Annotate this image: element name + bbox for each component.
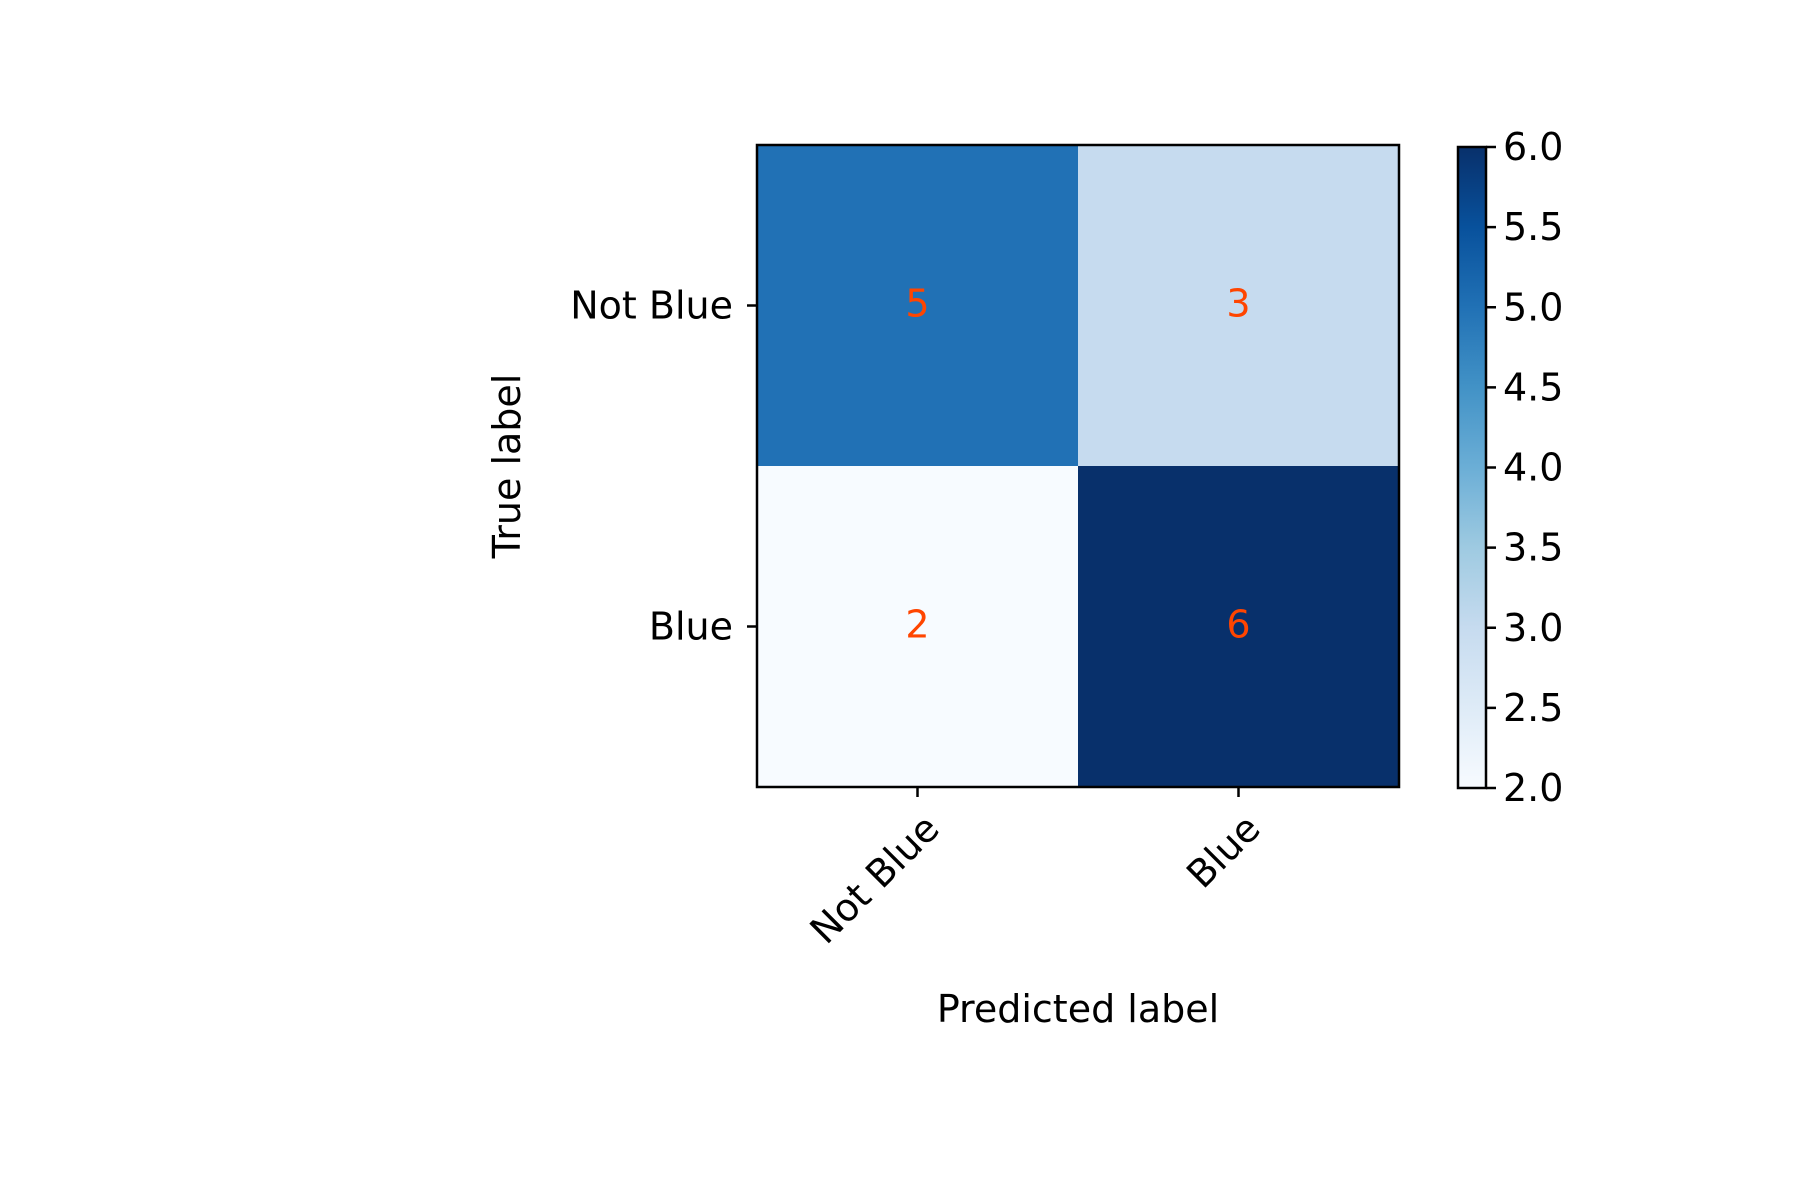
x-tick-label: Not Blue	[801, 806, 947, 952]
colorbar-tick-label: 2.5	[1503, 686, 1563, 730]
x-axis-ticks: Not Blue Blue	[801, 787, 1269, 952]
y-axis-title: True label	[485, 374, 529, 560]
y-tick-label: Not Blue	[570, 284, 733, 328]
x-tick-label: Blue	[1178, 806, 1269, 897]
colorbar-tick-label: 3.5	[1503, 526, 1563, 570]
colorbar-tick-label: 6.0	[1503, 125, 1563, 169]
cell-value-label: 3	[1226, 282, 1250, 326]
colorbar-tick-label: 2.0	[1503, 766, 1563, 810]
heatmap-cells	[757, 145, 1400, 788]
y-axis-ticks: Not Blue Blue	[570, 284, 757, 649]
heatmap-cell	[1078, 145, 1400, 467]
cell-value-label: 2	[905, 603, 929, 647]
colorbar-ticks: 2.0 2.5 3.0 3.5 4.0 4.5 5.0 5.5 6.0	[1486, 125, 1563, 810]
colorbar	[1456, 145, 1488, 790]
heatmap-cell	[757, 145, 1079, 467]
cell-value-label: 5	[905, 282, 929, 326]
colorbar-tick-label: 3.0	[1503, 606, 1563, 650]
colorbar-tick-label: 4.5	[1503, 365, 1563, 409]
colorbar-tick-label: 4.0	[1503, 446, 1563, 490]
cell-value-label: 6	[1226, 603, 1250, 647]
heatmap-cell	[757, 466, 1079, 788]
x-axis-title: Predicted label	[937, 987, 1219, 1031]
y-tick-label: Blue	[649, 605, 733, 649]
heatmap-cell	[1078, 466, 1400, 788]
plot-frame	[755, 143, 1401, 789]
colorbar-tick-label: 5.0	[1503, 285, 1563, 329]
heatmap-cell-labels: 5 3 2 6	[905, 282, 1250, 647]
colorbar-tick-label: 5.5	[1503, 205, 1563, 249]
